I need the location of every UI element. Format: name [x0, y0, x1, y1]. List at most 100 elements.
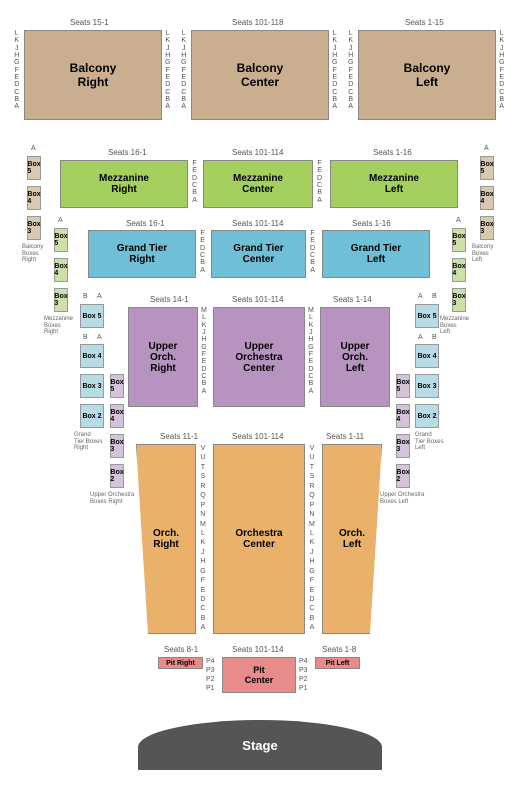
orch-right-seats: Seats 11-1	[160, 432, 198, 441]
gt-box-r-B: B	[432, 293, 437, 300]
gt-box-r-B2: B	[432, 334, 437, 341]
gt-box3-r[interactable]: Box 3	[415, 374, 439, 398]
mezz-center[interactable]: Mezzanine Center	[203, 160, 313, 208]
gt-box2-r[interactable]: Box 2	[415, 404, 439, 428]
balcony-rows-outer-right: L K J H G F E D C B A	[499, 30, 504, 111]
gt-box-r-note: Grand Tier Boxes Left	[415, 432, 443, 452]
gt-box4-r[interactable]: Box 4	[415, 344, 439, 368]
uo-left-seats: Seats 1-14	[333, 295, 372, 304]
balcony-right[interactable]: Balcony Right	[24, 30, 162, 120]
gt-box-l-B2: B	[83, 334, 88, 341]
gt-box-r-A2: A	[418, 334, 423, 341]
uo-box3-r[interactable]: Box 3	[396, 434, 410, 458]
gt-box5-r[interactable]: Box 5	[415, 304, 439, 328]
balcony-left[interactable]: Balcony Left	[358, 30, 496, 120]
gt-box-r-A: A	[418, 293, 423, 300]
gt-rows-c-right: F E D C B A	[310, 230, 315, 274]
uo-box-r-note: Upper Orchestra Boxes Left	[380, 492, 424, 505]
mezz-box5-l[interactable]: Box 5	[54, 228, 68, 252]
uo-box3-l[interactable]: Box 3	[110, 434, 124, 458]
orch-left[interactable]: Orch. Left	[322, 444, 382, 634]
gt-right[interactable]: Grand Tier Right	[88, 230, 196, 278]
mezz-right[interactable]: Mezzanine Right	[60, 160, 188, 208]
bal-box3-l[interactable]: Box 3	[27, 216, 41, 240]
uo-box4-r[interactable]: Box 4	[396, 404, 410, 428]
gt-center-seats: Seats 101-114	[232, 219, 283, 228]
orch-rows-c-left: V U T S R Q P N M L K J H G F E D C B A	[200, 444, 206, 633]
mezz-center-seats: Seats 101-114	[232, 148, 283, 157]
mezz-box-l-A: A	[58, 217, 63, 224]
pit-left[interactable]: Pit Left	[315, 657, 360, 669]
pit-center-seats: Seats 101-114	[232, 645, 283, 654]
mezz-box3-l[interactable]: Box 3	[54, 288, 68, 312]
orch-center-seats: Seats 101-114	[232, 432, 283, 441]
gt-right-seats: Seats 16-1	[126, 219, 165, 228]
uo-box2-l[interactable]: Box 2	[110, 464, 124, 488]
uo-rows-c-right: M L K J H G F E D C B A	[308, 307, 314, 395]
mezz-box4-r[interactable]: Box 4	[452, 258, 466, 282]
balcony-rows-r-inner: L K J H G F E D C B A	[165, 30, 170, 111]
uo-left[interactable]: Upper Orch. Left	[320, 307, 390, 407]
bal-box-l-note: Balcony Boxes Right	[22, 244, 43, 264]
balcony-center[interactable]: Balcony Center	[191, 30, 329, 120]
uo-right-seats: Seats 14-1	[150, 295, 189, 304]
gt-rows-c-left: F E D C B A	[200, 230, 205, 274]
balcony-left-seats: Seats 1-15	[405, 18, 444, 27]
mezz-box-r-A: A	[456, 217, 461, 224]
balcony-center-seats: Seats 101-118	[232, 18, 283, 27]
gt-box-l-B: B	[83, 293, 88, 300]
pit-right-seats: Seats 8-1	[164, 645, 198, 654]
bal-box-r-A: A	[484, 145, 489, 152]
orch-right[interactable]: Orch. Right	[136, 444, 196, 634]
mezz-box4-l[interactable]: Box 4	[54, 258, 68, 282]
stage: Stage	[138, 720, 382, 770]
uo-box-l-note: Upper Orchestra Boxes Right	[90, 492, 134, 505]
orch-rows-c-right: V U T S R Q P N M L K J H G F E D C B A	[309, 444, 315, 633]
uo-box4-l[interactable]: Box 4	[110, 404, 124, 428]
bal-box3-r[interactable]: Box 3	[480, 216, 494, 240]
mezz-box5-r[interactable]: Box 5	[452, 228, 466, 252]
gt-left[interactable]: Grand Tier Left	[322, 230, 430, 278]
balcony-rows-c-left: L K J H G F E D C B A	[181, 30, 186, 111]
gt-box5-l[interactable]: Box 5	[80, 304, 104, 328]
uo-box2-r[interactable]: Box 2	[396, 464, 410, 488]
mezz-box-l-note: Mezzanine Boxes Right	[44, 316, 73, 336]
uo-center-seats: Seats 101-114	[232, 295, 283, 304]
orch-center[interactable]: Orchestra Center	[213, 444, 305, 634]
balcony-rows-c-right: L K J H G F E D C B A	[332, 30, 337, 111]
uo-right[interactable]: Upper Orch. Right	[128, 307, 198, 407]
gt-box3-l[interactable]: Box 3	[80, 374, 104, 398]
balcony-right-seats: Seats 15-1	[70, 18, 109, 27]
mezz-rows-c-right: F E D C B A	[317, 160, 322, 204]
mezz-box-r-note: Mezzanine Boxes Left	[440, 316, 469, 336]
uo-box5-r[interactable]: Box 5	[396, 374, 410, 398]
mezz-box3-r[interactable]: Box 3	[452, 288, 466, 312]
mezz-rows-c-left: F E D C B A	[192, 160, 197, 204]
uo-rows-c-left: M L K J H G F E D C B A	[201, 307, 207, 395]
gt-left-seats: Seats 1-16	[352, 219, 391, 228]
pit-center[interactable]: Pit Center	[222, 657, 296, 693]
gt-box-l-A: A	[97, 293, 102, 300]
pit-left-seats: Seats 1-8	[322, 645, 356, 654]
bal-box4-r[interactable]: Box 4	[480, 186, 494, 210]
gt-box2-l[interactable]: Box 2	[80, 404, 104, 428]
bal-box-l-A: A	[31, 145, 36, 152]
mezz-left-seats: Seats 1-16	[373, 148, 412, 157]
pit-right[interactable]: Pit Right	[158, 657, 203, 669]
bal-box5-l[interactable]: Box 5	[27, 156, 41, 180]
uo-center[interactable]: Upper Orchestra Center	[213, 307, 305, 407]
orch-left-seats: Seats 1-11	[326, 432, 364, 441]
mezz-left[interactable]: Mezzanine Left	[330, 160, 458, 208]
bal-box5-r[interactable]: Box 5	[480, 156, 494, 180]
balcony-rows-l-inner: L K J H G F E D C B A	[348, 30, 353, 111]
gt-box4-l[interactable]: Box 4	[80, 344, 104, 368]
gt-center[interactable]: Grand Tier Center	[211, 230, 306, 278]
bal-box-r-note: Balcony Boxes Left	[472, 244, 493, 264]
pit-rows-r: P4 P3 P2 P1	[299, 657, 308, 693]
pit-rows-l: P4 P3 P2 P1	[206, 657, 215, 693]
gt-box-l-note: Grand Tier Boxes Right	[74, 432, 102, 452]
balcony-rows-outer-left: L K J H G F E D C B A	[14, 30, 19, 111]
mezz-right-seats: Seats 16-1	[108, 148, 147, 157]
bal-box4-l[interactable]: Box 4	[27, 186, 41, 210]
uo-box5-l[interactable]: Box 5	[110, 374, 124, 398]
